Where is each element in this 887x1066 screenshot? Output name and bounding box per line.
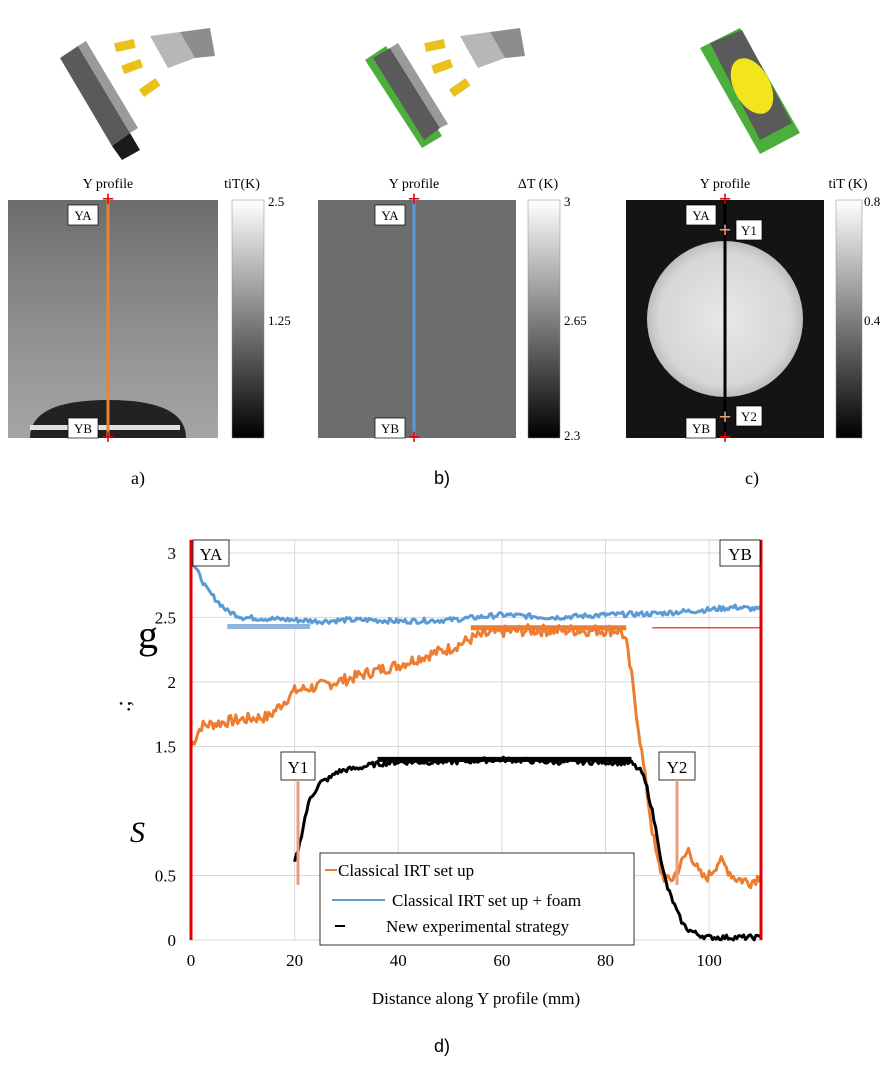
colorbar-tick: 2.3 bbox=[564, 428, 580, 443]
panel-label: b) bbox=[434, 468, 450, 488]
colorbar bbox=[231, 199, 265, 439]
thermogram-image bbox=[318, 200, 516, 438]
marker-label-yb: YB bbox=[728, 545, 752, 564]
x-tick-label: 60 bbox=[493, 951, 510, 970]
point-label-y2: Y2 bbox=[741, 409, 757, 424]
panel-label-d: d) bbox=[434, 1036, 450, 1056]
point-label-box bbox=[67, 204, 99, 226]
point-label-box bbox=[735, 219, 763, 241]
colorbar-title: tiT(K) bbox=[224, 177, 260, 192]
point-label-ya: YA bbox=[74, 208, 92, 223]
thermogram-panel-b: Y profile ΔT (K) 3 2.65 2.3 YA YB + + b) bbox=[318, 177, 587, 488]
y-tick-label: 2.5 bbox=[155, 608, 176, 627]
x-tick-label: 40 bbox=[390, 951, 407, 970]
profile-label: Y profile bbox=[83, 177, 133, 192]
y-axis-glyph: .; bbox=[110, 700, 135, 712]
point-label-ya: YA bbox=[381, 208, 399, 223]
point-label-yb: YB bbox=[692, 421, 710, 436]
marker-plus-icon: + bbox=[719, 217, 732, 242]
marker-label-y1: Y1 bbox=[288, 758, 309, 777]
point-label-yb: YB bbox=[381, 421, 399, 436]
y-tick-label: 2 bbox=[168, 673, 177, 692]
point-label-ya: YA bbox=[692, 208, 710, 223]
colorbar bbox=[835, 199, 863, 439]
marker-label-box bbox=[192, 539, 230, 567]
panel-label: a) bbox=[131, 468, 145, 489]
colorbar-title: ΔT (K) bbox=[518, 177, 559, 192]
legend-label-classical: Classical IRT set up bbox=[338, 861, 474, 880]
y-tick-label: 1.5 bbox=[155, 737, 176, 756]
panel-label: c) bbox=[745, 468, 759, 489]
colorbar-tick: 3 bbox=[564, 194, 571, 209]
x-tick-label: 20 bbox=[286, 951, 303, 970]
marker-plus-icon: + bbox=[719, 404, 732, 429]
x-tick-label: 100 bbox=[696, 951, 722, 970]
profile-label: Y profile bbox=[389, 177, 439, 192]
y-axis-glyph: S bbox=[130, 816, 145, 849]
thermogram-panel-a: Y profile tiT(K) 2.5 1.25 YA YB + + a) bbox=[8, 177, 291, 489]
marker-label-ya: YA bbox=[200, 545, 223, 564]
colorbar-tick: 0.4 bbox=[864, 313, 881, 328]
profile-label: Y profile bbox=[700, 177, 750, 192]
marker-label-box bbox=[719, 539, 761, 567]
point-label-box bbox=[735, 405, 763, 427]
marker-label-y2: Y2 bbox=[667, 758, 688, 777]
legend-label-new: New experimental strategy bbox=[386, 917, 570, 936]
irt-setup-heater-icon bbox=[60, 28, 215, 160]
colorbar-tick: 1.25 bbox=[268, 313, 291, 328]
y-tick-label: 0.5 bbox=[155, 866, 176, 885]
marker-plus-icon: + bbox=[408, 186, 421, 211]
marker-plus-icon: + bbox=[408, 424, 421, 449]
axes-layer: 0 0.5 1.5 2 2.5 3 0 20 40 60 80 100 bbox=[155, 544, 722, 970]
point-label-box bbox=[374, 204, 406, 226]
y-axis-glyph: g bbox=[138, 612, 158, 657]
y-tick-label: 3 bbox=[168, 544, 177, 563]
x-axis-title: Distance along Y profile (mm) bbox=[372, 989, 580, 1008]
x-tick-label: 80 bbox=[597, 951, 614, 970]
marker-plus-icon: + bbox=[719, 424, 732, 449]
legend-label-foam: Classical IRT set up + foam bbox=[392, 891, 581, 910]
marker-plus-icon: + bbox=[102, 186, 115, 211]
point-label-y1: Y1 bbox=[741, 223, 757, 238]
legend: Classical IRT set up Classical IRT set u… bbox=[319, 852, 635, 946]
x-tick-label: 0 bbox=[187, 951, 196, 970]
marker-label-box bbox=[658, 751, 696, 781]
marker-plus-icon: + bbox=[719, 186, 732, 211]
series-line-2 bbox=[189, 560, 763, 626]
colorbar bbox=[527, 199, 561, 439]
point-label-yb: YB bbox=[74, 421, 92, 436]
point-label-box bbox=[685, 417, 717, 439]
annotation-layer bbox=[227, 623, 761, 762]
y-tick-label: 0 bbox=[168, 931, 177, 950]
point-label-box bbox=[685, 204, 717, 226]
colorbar-title: tiT (K) bbox=[828, 177, 867, 192]
new-strategy-sample-icon bbox=[700, 28, 800, 154]
marker-label-box bbox=[280, 751, 316, 781]
point-label-box bbox=[374, 417, 406, 439]
colorbar-tick: 0.8 bbox=[864, 194, 880, 209]
thermogram-panel-c: Y profile tiT (K) 0.8 0.4 YA YB Y1 Y2 + … bbox=[626, 177, 881, 489]
thermogram-image bbox=[8, 200, 218, 438]
colorbar-tick: 2.5 bbox=[268, 194, 284, 209]
profile-line-chart: 0 0.5 1.5 2 2.5 3 0 20 40 60 80 100 YA YB Y1 Y2 g .… bbox=[110, 539, 763, 1008]
irt-setup-foam-heater-icon bbox=[365, 28, 525, 148]
thermogram-edge bbox=[30, 425, 180, 430]
marker-plus-icon: + bbox=[102, 424, 115, 449]
point-label-box bbox=[67, 417, 99, 439]
colorbar-tick: 2.65 bbox=[564, 313, 587, 328]
